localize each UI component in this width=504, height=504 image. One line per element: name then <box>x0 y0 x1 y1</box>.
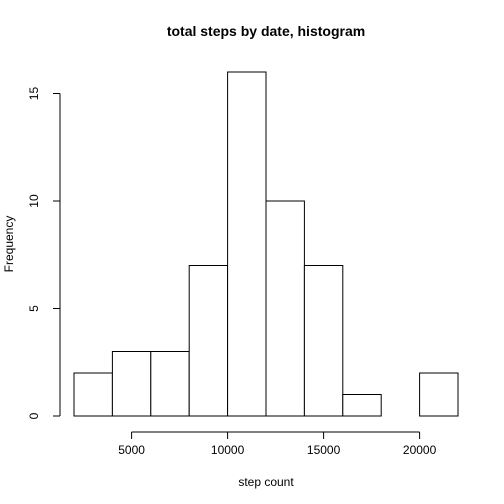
histogram-bar <box>303 265 344 417</box>
y-axis: 0 5 10 15 <box>27 87 61 419</box>
x-axis: 5000 10000 15000 20000 <box>118 431 437 457</box>
x-tick-label: 20000 <box>403 443 437 457</box>
y-tick-label: 10 <box>27 194 41 208</box>
histogram-bar <box>419 372 459 417</box>
y-tick-label: 5 <box>27 305 41 312</box>
chart-title: total steps by date, histogram <box>167 23 365 39</box>
x-tick-label: 5000 <box>118 443 145 457</box>
histogram-bar <box>150 351 190 417</box>
y-tick-label: 15 <box>27 87 41 101</box>
histogram-bar <box>111 351 152 417</box>
histogram-bar <box>265 200 305 417</box>
histogram-bar <box>73 372 113 417</box>
histogram-bar <box>342 394 382 417</box>
x-tick-label: 15000 <box>307 443 341 457</box>
x-axis-label: step count <box>238 475 294 489</box>
histogram-bar <box>188 265 229 417</box>
y-axis-label: Frequency <box>2 216 16 273</box>
bars-group <box>73 71 459 417</box>
y-tick-label: 0 <box>27 412 41 419</box>
histogram-bar <box>227 71 267 417</box>
x-tick-label: 10000 <box>211 443 245 457</box>
